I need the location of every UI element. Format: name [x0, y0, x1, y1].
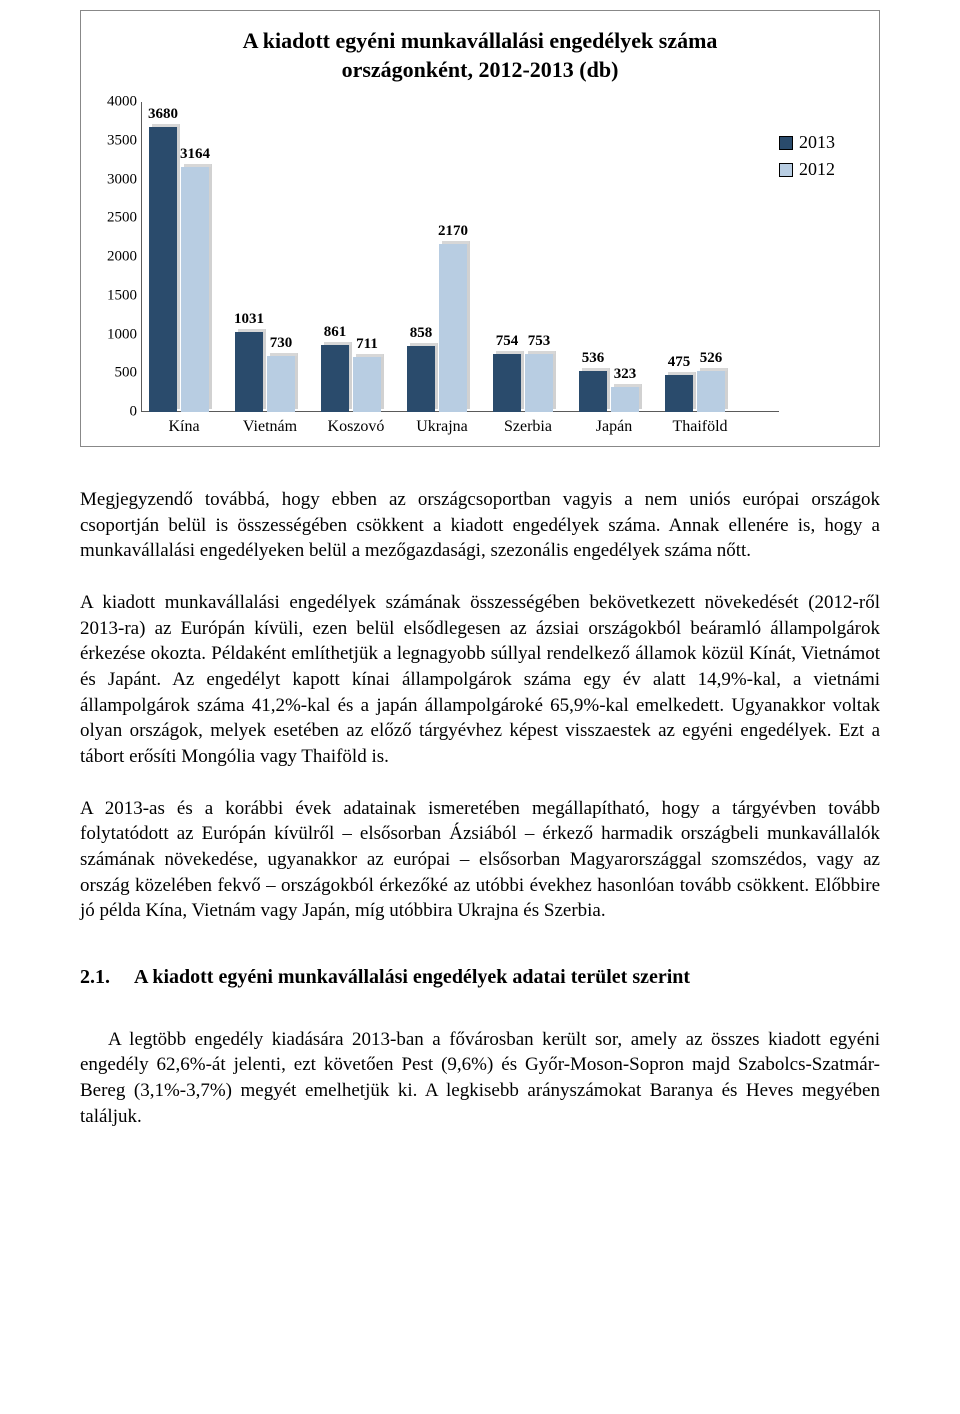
- bar-value-label: 1031: [224, 311, 274, 328]
- section-title: A kiadott egyéni munkavállalási engedély…: [134, 966, 690, 989]
- bar-2012: 753: [525, 354, 553, 412]
- bar-2012: 3164: [181, 167, 209, 412]
- paragraph-2: A kiadott munkavállalási engedélyek szám…: [80, 590, 880, 769]
- bar-2012: 2170: [439, 244, 467, 412]
- y-tick: 4000: [91, 94, 137, 111]
- legend-label-2013: 2013: [799, 132, 835, 153]
- y-tick: 1500: [91, 287, 137, 304]
- plot-inner: 3680316410317308617118582170754753536323…: [141, 102, 779, 412]
- bar-value-label: 3680: [138, 106, 188, 123]
- section-heading: 2.1. A kiadott egyéni munkavállalási eng…: [80, 966, 880, 989]
- category-label: Japán: [571, 418, 657, 436]
- category-labels: KínaVietnámKoszovóUkrajnaSzerbiaJapánTha…: [141, 412, 779, 436]
- bar-2012: 526: [697, 371, 725, 412]
- y-tick: 3500: [91, 132, 137, 149]
- paragraph-3: A 2013-as és a korábbi évek adatainak is…: [80, 796, 880, 924]
- legend: 2013 2012: [779, 102, 869, 436]
- bar-2012: 323: [611, 387, 639, 412]
- bar-value-label: 3164: [170, 146, 220, 163]
- bar-2013: 3680: [149, 127, 177, 412]
- paragraph-4: A legtöbb engedély kiadására 2013-ban a …: [80, 1027, 880, 1130]
- plot-column: 05001000150020002500300035004000 3680316…: [91, 102, 779, 436]
- bar-value-label: 2170: [428, 223, 478, 240]
- bar-2013: 858: [407, 346, 435, 412]
- category-label: Ukrajna: [399, 418, 485, 436]
- chart-body: 05001000150020002500300035004000 3680316…: [91, 102, 869, 436]
- y-tick: 1000: [91, 326, 137, 343]
- chart-title-line1: A kiadott egyéni munkavállalási engedély…: [243, 28, 718, 53]
- bar-value-label: 536: [568, 350, 618, 367]
- bar-value-label: 730: [256, 335, 306, 352]
- legend-item-2013: 2013: [779, 132, 869, 153]
- y-tick: 0: [91, 404, 137, 421]
- y-tick: 2000: [91, 249, 137, 266]
- bar-value-label: 753: [514, 333, 564, 350]
- category-label: Kína: [141, 418, 227, 436]
- bar-value-label: 711: [342, 336, 392, 353]
- category-label: Szerbia: [485, 418, 571, 436]
- chart-title-line2: országonként, 2012-2013 (db): [342, 57, 619, 82]
- legend-swatch-2013: [779, 136, 793, 150]
- category-label: Koszovó: [313, 418, 399, 436]
- legend-label-2012: 2012: [799, 159, 835, 180]
- y-axis: 05001000150020002500300035004000: [91, 102, 141, 412]
- category-label: Vietnám: [227, 418, 313, 436]
- paragraph-1: Megjegyzendő továbbá, hogy ebben az orsz…: [80, 487, 880, 564]
- y-tick: 500: [91, 365, 137, 382]
- bar-value-label: 323: [600, 366, 650, 383]
- y-tick: 2500: [91, 210, 137, 227]
- section-number: 2.1.: [80, 966, 110, 989]
- bar-value-label: 526: [686, 350, 736, 367]
- bar-2013: 861: [321, 345, 349, 412]
- chart-container: A kiadott egyéni munkavállalási engedély…: [80, 10, 880, 447]
- chart-title: A kiadott egyéni munkavállalási engedély…: [91, 27, 869, 84]
- legend-item-2012: 2012: [779, 159, 869, 180]
- bar-2012: 730: [267, 356, 295, 413]
- bar-2013: 475: [665, 375, 693, 412]
- bar-2013: 754: [493, 354, 521, 412]
- plot-area: 05001000150020002500300035004000 3680316…: [141, 102, 779, 412]
- bar-2012: 711: [353, 357, 381, 412]
- legend-swatch-2012: [779, 163, 793, 177]
- y-tick: 3000: [91, 171, 137, 188]
- category-label: Thaiföld: [657, 418, 743, 436]
